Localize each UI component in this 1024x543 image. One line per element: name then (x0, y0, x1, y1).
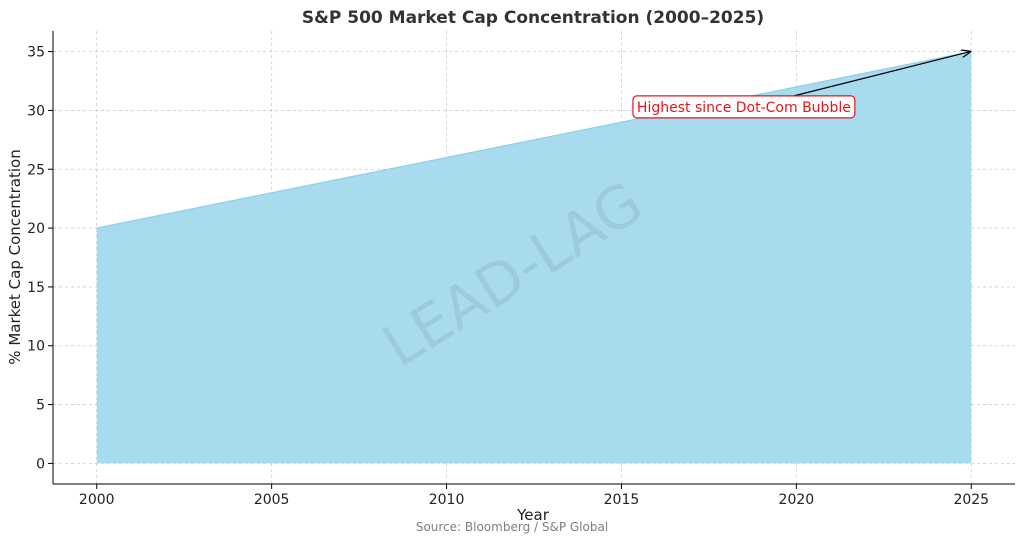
x-tick-label: 2000 (79, 492, 115, 508)
y-tick-label: 15 (27, 280, 45, 296)
x-axis-ticks: 2000 2005 2010 2015 2020 2025 (79, 484, 989, 508)
annotation-text: Highest since Dot-Com Bubble (637, 100, 851, 116)
y-tick-label: 5 (36, 398, 45, 414)
axes (52, 31, 1015, 485)
chart-title: S&P 500 Market Cap Concentration (2000–2… (302, 8, 764, 28)
y-tick-label: 35 (27, 45, 45, 61)
y-tick-label: 30 (27, 103, 45, 119)
y-tick-label: 20 (27, 221, 45, 237)
x-tick-label: 2025 (953, 492, 989, 508)
y-tick-label: 10 (27, 339, 45, 355)
y-axis-ticks: 0 5 10 15 20 25 30 35 (27, 45, 53, 472)
x-tick-label: 2005 (254, 492, 290, 508)
y-axis-label: % Market Cap Concentration (6, 149, 24, 364)
area-line (96, 51, 972, 229)
y-tick-label: 0 (36, 456, 45, 472)
area-fill (96, 51, 972, 464)
x-tick-label: 2010 (429, 492, 465, 508)
area-series (96, 51, 972, 464)
x-axis-label: Year (516, 506, 550, 524)
annotation-box (632, 95, 856, 119)
x-tick-label: 2020 (779, 492, 815, 508)
y-tick-label: 25 (27, 162, 45, 178)
x-tick-label: 2015 (604, 492, 640, 508)
annotation: Highest since Dot-Com Bubble (632, 52, 970, 119)
annotation-arrow (793, 52, 970, 97)
source-note: Source: Bloomberg / S&P Global (416, 520, 608, 534)
